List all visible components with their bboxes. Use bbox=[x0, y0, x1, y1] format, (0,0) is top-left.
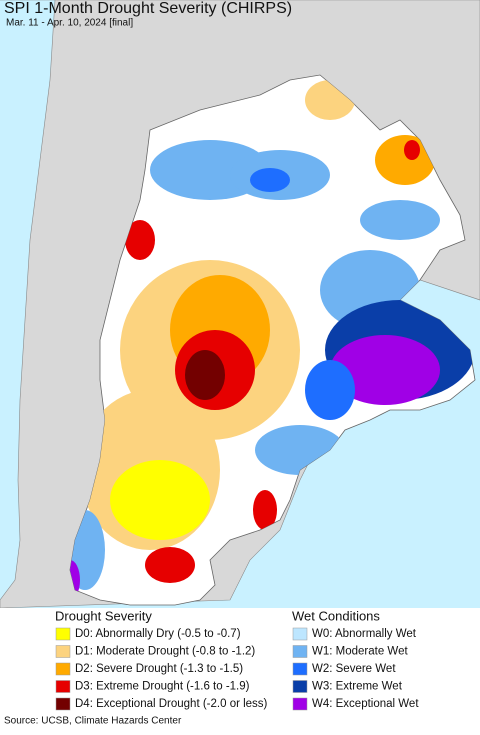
wet-area bbox=[70, 560, 80, 600]
legend-label: D2: Severe Drought (-1.3 to -1.5) bbox=[75, 663, 243, 675]
legend-title: Wet Conditions bbox=[292, 608, 380, 623]
legend-swatch bbox=[55, 645, 71, 658]
drought-area bbox=[110, 460, 210, 540]
drought-area bbox=[145, 547, 195, 583]
legend-swatch bbox=[55, 697, 71, 711]
wet-area bbox=[330, 335, 440, 405]
legend-panel bbox=[0, 608, 480, 730]
legend-swatch bbox=[292, 697, 308, 711]
legend-swatch bbox=[292, 680, 308, 693]
drought-area bbox=[404, 140, 420, 160]
legend-label: D0: Abnormally Dry (-0.5 to -0.7) bbox=[75, 628, 241, 640]
legend-title: Drought Severity bbox=[55, 608, 152, 623]
source-note: Source: UCSB, Climate Hazards Center bbox=[4, 716, 182, 727]
drought-area bbox=[375, 135, 435, 185]
legend-swatch bbox=[292, 627, 308, 641]
legend-swatch bbox=[292, 662, 308, 676]
wet-area bbox=[360, 200, 440, 240]
legend-label: W0: Abnormally Wet bbox=[312, 628, 417, 640]
drought-area bbox=[125, 220, 155, 260]
legend-label: W3: Extreme Wet bbox=[312, 681, 403, 693]
legend-swatch bbox=[55, 662, 71, 676]
map-title: SPI 1-Month Drought Severity (CHIRPS) bbox=[4, 0, 292, 17]
drought-area bbox=[253, 490, 277, 530]
wet-area bbox=[305, 360, 355, 420]
legend-swatch bbox=[292, 645, 308, 658]
legend-swatch bbox=[55, 627, 71, 641]
spi-field bbox=[70, 80, 475, 600]
legend-label: W2: Severe Wet bbox=[312, 663, 396, 675]
legend-label: D1: Moderate Drought (-0.8 to -1.2) bbox=[75, 646, 255, 658]
drought-area bbox=[185, 350, 225, 400]
map-subtitle: Mar. 11 - Apr. 10, 2024 [final] bbox=[6, 18, 133, 29]
legend-label: W1: Moderate Wet bbox=[312, 646, 408, 658]
wet-area bbox=[250, 168, 290, 192]
legend-label: D3: Extreme Drought (-1.6 to -1.9) bbox=[75, 681, 250, 693]
legend-swatch bbox=[55, 680, 71, 693]
legend-label: D4: Exceptional Drought (-2.0 or less) bbox=[75, 698, 268, 710]
legend-label: W4: Exceptional Wet bbox=[312, 698, 419, 710]
